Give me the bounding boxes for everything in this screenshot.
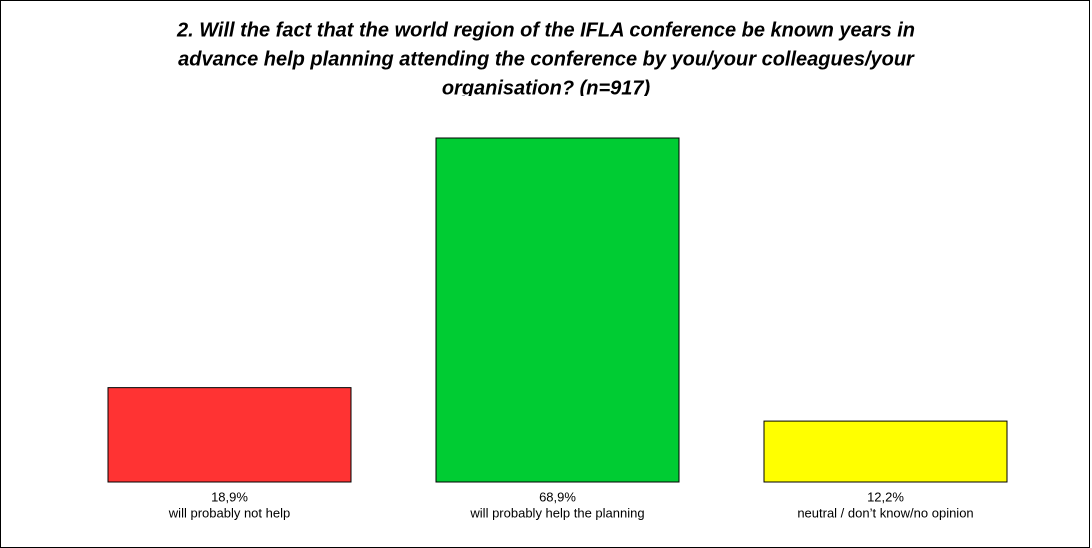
value-label: 68,9% xyxy=(539,489,576,504)
bar xyxy=(107,387,352,483)
category-label: will probably help the planning xyxy=(469,505,644,520)
title-group: 2. Will the fact that the world region o… xyxy=(176,19,915,99)
chart-title: organisation? (n=917) xyxy=(442,77,651,99)
category-label: neutral / don’t know/no opinion xyxy=(797,505,973,520)
category-label: will probably not help xyxy=(168,505,290,520)
value-label: 12,2% xyxy=(867,489,904,504)
bar xyxy=(435,137,680,483)
chart-title: advance help planning attending the conf… xyxy=(178,48,915,70)
bar xyxy=(763,420,1008,483)
value-label: 18,9% xyxy=(211,489,248,504)
chart-title: 2. Will the fact that the world region o… xyxy=(176,19,915,41)
plot: 18,9%will probably not help 68,9%will pro… xyxy=(107,137,1008,520)
